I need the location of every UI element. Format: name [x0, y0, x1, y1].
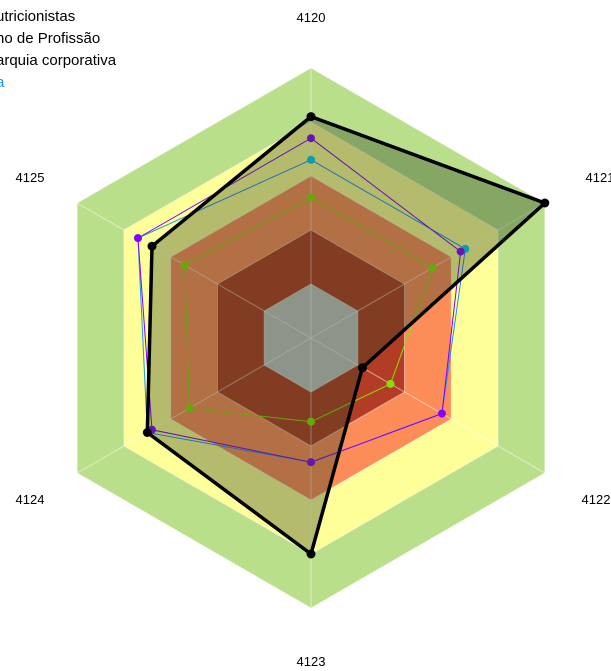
series-4-point-4125: [147, 241, 157, 251]
axis-label-4122: 4122: [582, 492, 611, 507]
legend: utricionistas no de Profissão arquia cor…: [0, 6, 116, 94]
spoke-4122: [310, 337, 546, 474]
axis-labels: 4120 4121 4122 4123 4124 4125: [16, 10, 611, 669]
series-3-point-4121: [456, 247, 465, 256]
series-layer: [133, 112, 550, 559]
series-3-point-4125: [133, 234, 142, 243]
series-2-point-4120: [307, 155, 315, 164]
spoke-4124: [76, 337, 312, 474]
legend-item-3: arquia corporativa: [0, 52, 117, 69]
axis-label-4124: 4124: [16, 492, 45, 507]
series-3-point-4122: [437, 409, 446, 418]
series-4-point-4124: [142, 428, 152, 437]
axis-label-4120: 4120: [297, 10, 326, 25]
series-4-point-4120: [306, 112, 316, 122]
legend-item-2: no de Profissão: [0, 30, 101, 47]
series-4-point-4121: [540, 198, 550, 208]
series-1-point-4122: [386, 379, 395, 388]
series-3-point-4123: [307, 458, 315, 467]
series-4-point-4123: [306, 549, 316, 559]
axis-label-4121: 4121: [586, 170, 611, 185]
series-1-point-4120: [307, 193, 315, 202]
series-3-point-4120: [307, 134, 315, 143]
series-1-point-4123: [307, 417, 315, 426]
axis-label-4125: 4125: [16, 170, 45, 185]
legend-item-4: a: [0, 74, 5, 91]
series-1-point-4125: [180, 261, 189, 270]
axis-label-4123: 4123: [297, 654, 326, 669]
series-1-point-4124: [185, 404, 194, 413]
spoke-4125: [76, 202, 312, 339]
legend-item-1: utricionistas: [0, 8, 76, 25]
series-4-point-4122: [357, 363, 367, 373]
spoke-4121: [310, 202, 546, 339]
series-1-point-4121: [428, 263, 437, 272]
